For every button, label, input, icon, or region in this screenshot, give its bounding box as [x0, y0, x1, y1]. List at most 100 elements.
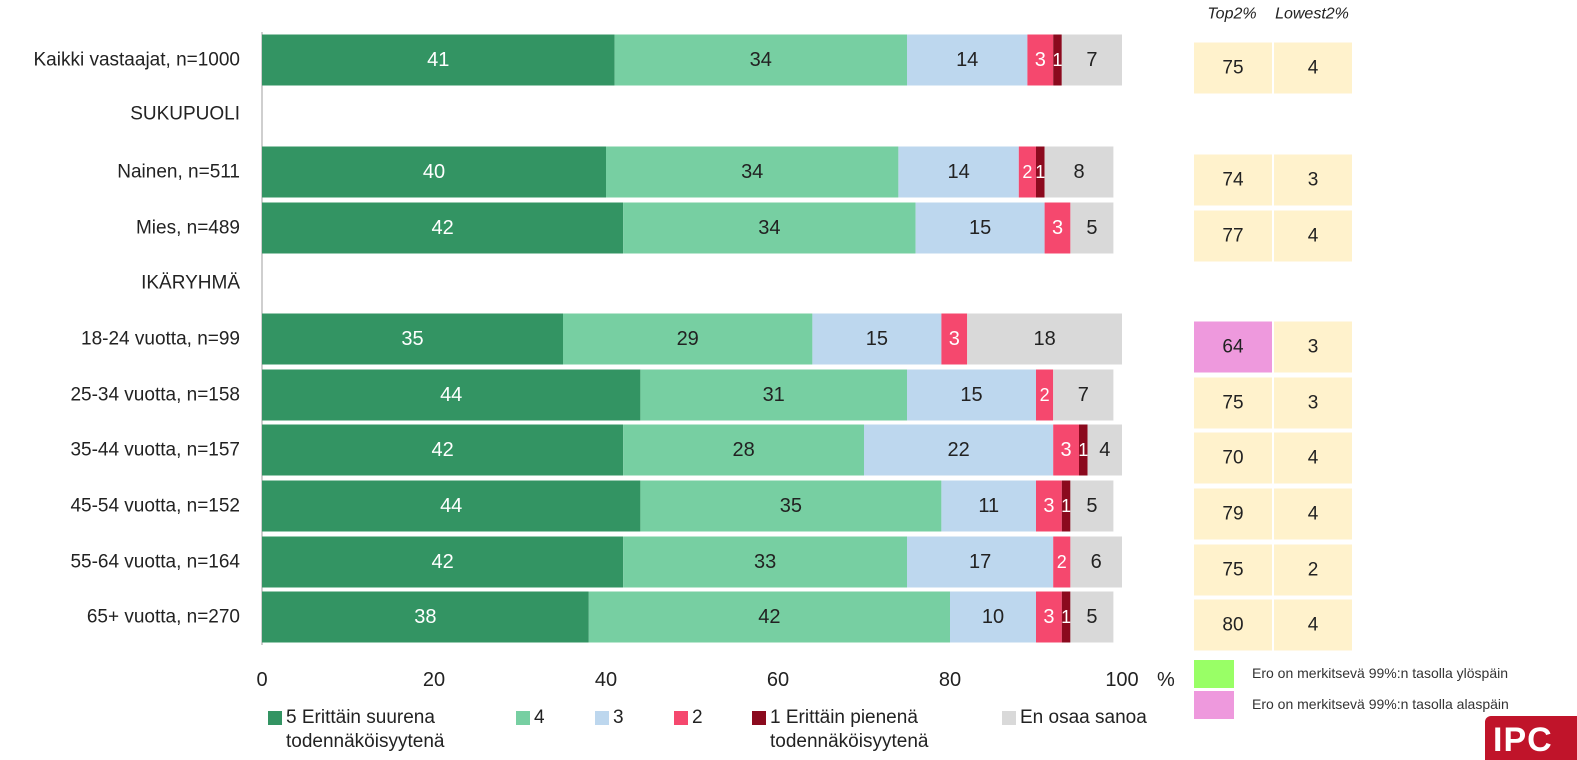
x-axis-unit: % [1157, 669, 1175, 691]
bar-data-label: 11 [978, 495, 999, 517]
bar-data-label: 8 [1073, 161, 1084, 183]
bar-segment [262, 34, 615, 86]
top2-cell [1194, 42, 1272, 94]
legend-swatch-2 [674, 711, 688, 725]
legend-label-1-line2: todennäköisyytenä [770, 731, 929, 752]
bar-data-label: 3 [1035, 49, 1046, 71]
bar-segment [898, 146, 1019, 198]
top2-value: 70 [1222, 448, 1243, 469]
lowest2-cell [1274, 432, 1352, 484]
bar-segment [967, 313, 1122, 365]
bar-data-label: 28 [732, 439, 754, 461]
chart-legend: 5 Erittäin suurena todennäköisyytenä 4 3… [268, 706, 1188, 760]
bar-segment [907, 369, 1036, 421]
bar-segment [588, 591, 950, 643]
bar-data-label: 42 [431, 439, 453, 461]
bar-segment [1070, 480, 1114, 532]
bar-data-label: 44 [440, 384, 462, 406]
bar-segment [1036, 480, 1062, 532]
top2-cell [1194, 210, 1272, 262]
bar-segment [941, 480, 1036, 532]
bar-segment [1044, 146, 1114, 198]
logo-text: IPC [1493, 721, 1553, 759]
bar-data-label: 15 [960, 384, 982, 406]
bar-data-label: 1 [1061, 607, 1071, 627]
x-tick-label: 80 [939, 669, 961, 691]
bar-data-label: 42 [431, 217, 453, 239]
lowest2-value: 4 [1308, 448, 1319, 469]
bar-data-label: 5 [1086, 495, 1097, 517]
bar-segment [1061, 480, 1071, 532]
significance-up-label: Ero on merkitsevä 99%:n tasolla ylöspäin [1252, 665, 1509, 681]
bar-data-label: 7 [1086, 49, 1097, 71]
bar-data-label: 38 [414, 606, 436, 628]
bar-segment [1044, 202, 1071, 254]
lowest2-cell [1274, 488, 1352, 540]
lowest2-value: 4 [1308, 226, 1319, 247]
ipc-logo: IPC [1485, 716, 1577, 760]
bar-segment [1070, 202, 1114, 254]
bar-segment [623, 536, 907, 588]
lowest2-cell [1274, 154, 1352, 206]
bar-data-label: 34 [758, 217, 780, 239]
lowest2-value: 3 [1308, 393, 1319, 414]
bar-segment [1027, 34, 1054, 86]
x-tick-label: 20 [423, 669, 445, 691]
bar-segment [623, 424, 864, 476]
bar-data-label: 1 [1052, 50, 1062, 70]
lowest2-value: 3 [1308, 170, 1319, 191]
legend-label-3: 3 [613, 707, 624, 728]
bar-data-label: 14 [956, 49, 978, 71]
legend-label-5-line2: todennäköisyytenä [286, 731, 445, 752]
bar-segment [950, 591, 1036, 643]
bar-data-label: 7 [1078, 384, 1089, 406]
bar-data-label: 2 [1057, 552, 1067, 572]
bar-data-label: 5 [1086, 217, 1097, 239]
bar-segment [941, 313, 968, 365]
top2-value: 80 [1222, 615, 1243, 636]
x-tick-label: 40 [595, 669, 617, 691]
bar-data-label: 1 [1061, 496, 1071, 516]
significance-down-swatch [1194, 691, 1234, 719]
bar-segment [1061, 591, 1071, 643]
significance-up-swatch [1194, 660, 1234, 688]
bar-data-label: 31 [763, 384, 785, 406]
bar-segment [623, 202, 916, 254]
bar-segment [262, 536, 624, 588]
bar-segment [1053, 536, 1071, 588]
lowest2-header: Lowest2% [1275, 6, 1349, 23]
lowest2-cell [1274, 599, 1352, 651]
row-label: 18-24 vuotta, n=99 [81, 329, 240, 350]
bar-data-label: 3 [949, 328, 960, 350]
top2-cell [1194, 599, 1272, 651]
top2-value: 75 [1222, 393, 1243, 414]
legend-swatch-4 [516, 711, 530, 725]
top2-value: 74 [1222, 170, 1244, 191]
bar-segment [262, 424, 624, 476]
lowest2-cell [1274, 377, 1352, 429]
legend-label-5-line1: 5 Erittäin suurena [286, 707, 435, 728]
bar-segment [1087, 424, 1122, 476]
bar-segment [262, 480, 641, 532]
top2-cell [1194, 377, 1272, 429]
bar-data-label: 41 [427, 49, 449, 71]
legend-swatch-3 [595, 711, 609, 725]
legend-swatch-1 [752, 711, 766, 725]
bar-data-label: 35 [401, 328, 423, 350]
bar-data-label: 22 [947, 439, 969, 461]
bar-data-label: 17 [969, 551, 991, 573]
row-label: SUKUPUOLI [130, 104, 240, 125]
lowest2-value: 4 [1308, 504, 1319, 525]
row-label: Kaikki vastaajat, n=1000 [34, 50, 241, 71]
bar-segment [614, 34, 907, 86]
lowest2-cell [1274, 544, 1352, 596]
bar-data-label: 29 [677, 328, 699, 350]
bar-segment [864, 424, 1054, 476]
bar-data-label: 18 [1033, 328, 1055, 350]
lowest2-cell [1274, 210, 1352, 262]
top2-value: 64 [1222, 337, 1244, 358]
bar-data-label: 6 [1091, 551, 1102, 573]
bar-segment [262, 202, 624, 254]
bar-segment [262, 369, 641, 421]
row-label: 25-34 vuotta, n=158 [70, 385, 240, 406]
